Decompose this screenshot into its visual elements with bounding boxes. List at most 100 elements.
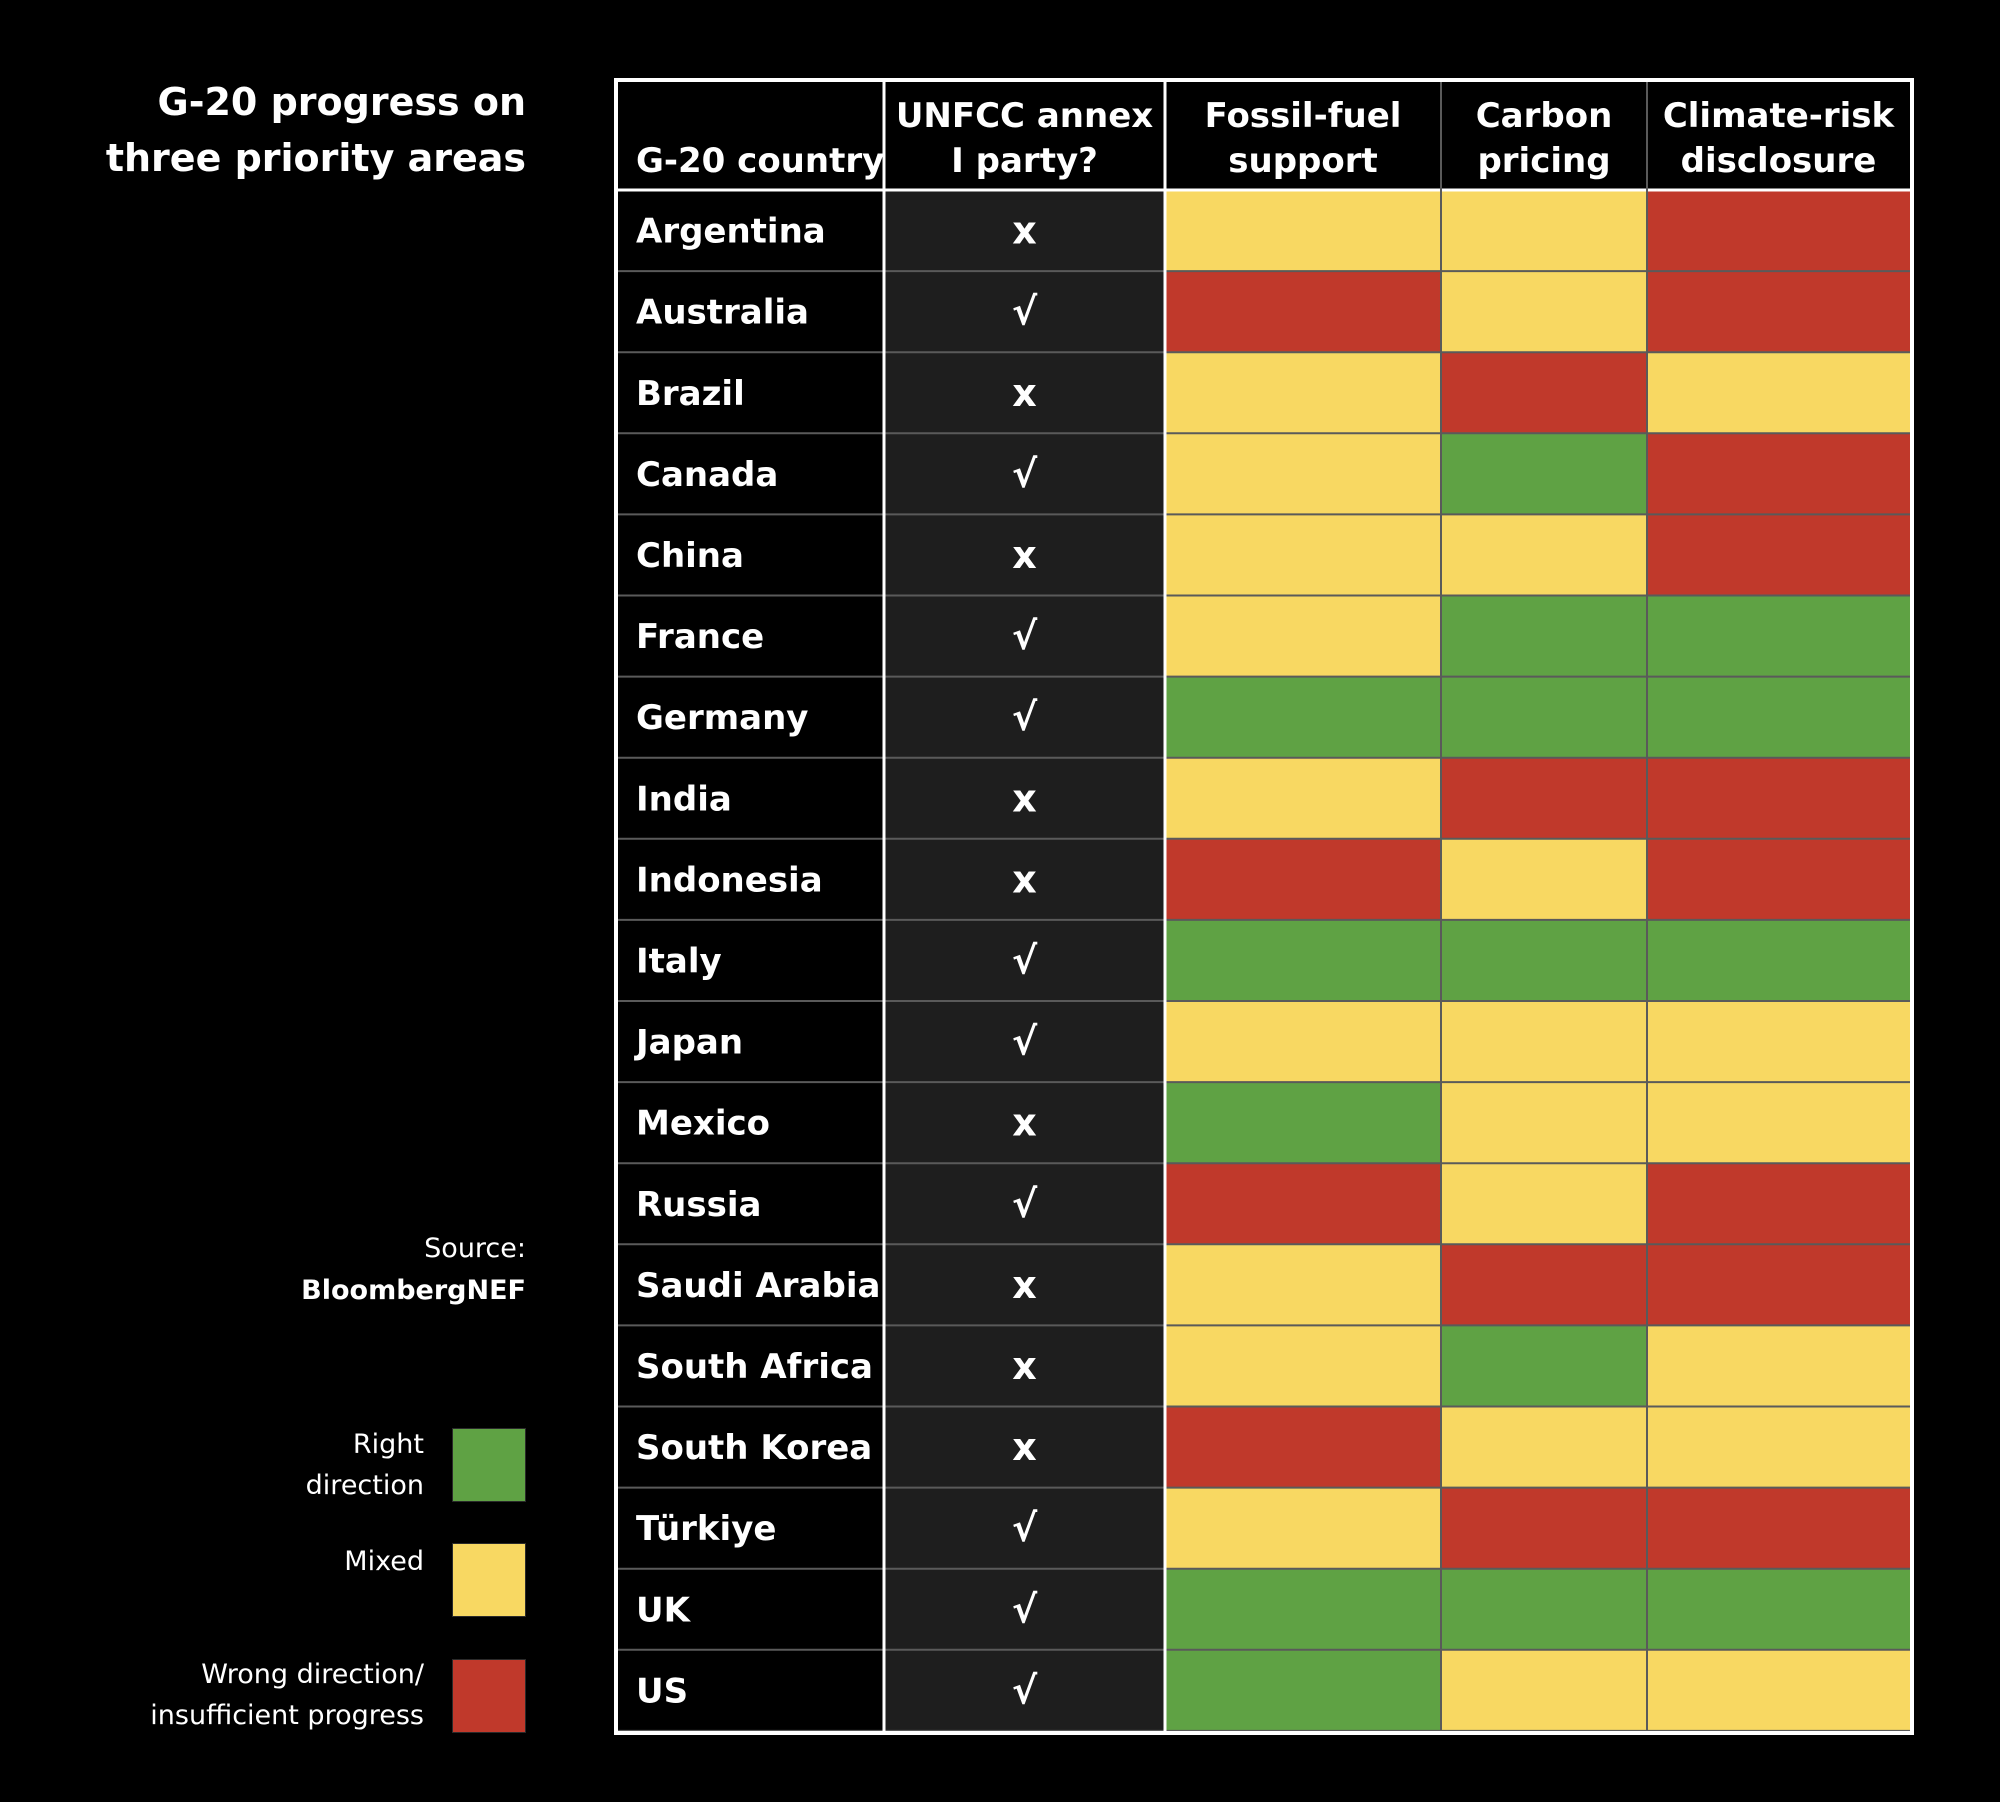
annex-symbol: √ bbox=[1012, 614, 1038, 658]
annex-cell bbox=[884, 838, 1165, 920]
country-name: Germany bbox=[636, 698, 808, 738]
status-cell-fossil bbox=[1165, 1325, 1441, 1407]
column-header: disclosure bbox=[1681, 141, 1877, 181]
legend-swatch-green bbox=[452, 1428, 526, 1502]
status-cell-climate bbox=[1647, 919, 1910, 1001]
status-cell-carbon bbox=[1441, 271, 1647, 353]
country-name: Russia bbox=[636, 1185, 761, 1225]
status-cell-climate bbox=[1647, 271, 1910, 353]
annex-cell bbox=[884, 1244, 1165, 1326]
annex-cell bbox=[884, 1568, 1165, 1650]
annex-cell bbox=[884, 1325, 1165, 1407]
annex-cell bbox=[884, 919, 1165, 1001]
status-cell-fossil bbox=[1165, 1568, 1441, 1650]
country-name: China bbox=[636, 536, 744, 576]
annex-symbol: x bbox=[1012, 857, 1037, 901]
status-cell-carbon bbox=[1441, 1082, 1647, 1164]
country-name: Indonesia bbox=[636, 860, 823, 900]
progress-table-svg: G-20 country UNFCC annex I party? Fossil-fu… bbox=[618, 82, 1910, 1731]
status-cell-carbon bbox=[1441, 190, 1647, 272]
annex-cell bbox=[884, 1163, 1165, 1245]
source-label: Source: bbox=[424, 1233, 526, 1264]
status-cell-carbon bbox=[1441, 919, 1647, 1001]
annex-symbol: √ bbox=[1012, 1506, 1038, 1550]
country-name: France bbox=[636, 617, 764, 657]
country-name: Türkiye bbox=[636, 1509, 776, 1549]
country-name: Australia bbox=[636, 293, 809, 333]
country-name: Brazil bbox=[636, 374, 745, 414]
status-cell-climate bbox=[1647, 1649, 1910, 1731]
status-cell-climate bbox=[1647, 1001, 1910, 1083]
annex-cell bbox=[884, 433, 1165, 515]
country-name: India bbox=[636, 779, 732, 819]
chart-title-line-1: G-20 progress on bbox=[157, 80, 526, 124]
status-cell-carbon bbox=[1441, 1163, 1647, 1245]
country-name: UK bbox=[636, 1590, 692, 1630]
column-header: UNFCC annex bbox=[896, 96, 1153, 136]
status-cell-climate bbox=[1647, 1325, 1910, 1407]
country-name: Canada bbox=[636, 455, 778, 495]
annex-cell bbox=[884, 1649, 1165, 1731]
status-cell-fossil bbox=[1165, 190, 1441, 272]
annex-cell bbox=[884, 757, 1165, 839]
column-header: G-20 country bbox=[636, 141, 884, 181]
country-name: Japan bbox=[634, 1023, 743, 1063]
annex-symbol: √ bbox=[1012, 1182, 1038, 1226]
status-cell-fossil bbox=[1165, 838, 1441, 920]
status-cell-carbon bbox=[1441, 1568, 1647, 1650]
annex-symbol: x bbox=[1012, 1425, 1037, 1469]
annex-symbol: x bbox=[1012, 1263, 1037, 1307]
legend-label: Right direction bbox=[306, 1424, 424, 1506]
annex-symbol: x bbox=[1012, 371, 1037, 415]
status-cell-fossil bbox=[1165, 271, 1441, 353]
column-header: Carbon bbox=[1476, 96, 1613, 136]
status-cell-climate bbox=[1647, 190, 1910, 272]
annex-symbol: √ bbox=[1012, 938, 1038, 982]
annex-cell bbox=[884, 514, 1165, 596]
chart-title-line-2: three priority areas bbox=[105, 136, 526, 180]
source-value: BloombergNEF bbox=[301, 1275, 526, 1306]
annex-symbol: x bbox=[1012, 209, 1037, 253]
legend-label: Mixed bbox=[344, 1541, 424, 1582]
status-cell-carbon bbox=[1441, 838, 1647, 920]
status-cell-climate bbox=[1647, 838, 1910, 920]
legend-label: Wrong direction/ insufficient progress bbox=[150, 1654, 424, 1736]
legend-label-line: Right bbox=[352, 1429, 424, 1460]
status-cell-climate bbox=[1647, 1406, 1910, 1488]
annex-symbol: √ bbox=[1012, 290, 1038, 334]
status-cell-carbon bbox=[1441, 352, 1647, 434]
annex-symbol: x bbox=[1012, 776, 1037, 820]
source-note: Source: BloombergNEF bbox=[301, 1228, 526, 1312]
column-header: Fossil-fuel bbox=[1205, 96, 1402, 136]
annex-cell bbox=[884, 190, 1165, 272]
annex-symbol: √ bbox=[1012, 1020, 1038, 1064]
annex-symbol: √ bbox=[1012, 1668, 1038, 1712]
legend-label-line: insufficient progress bbox=[150, 1700, 424, 1731]
status-cell-fossil bbox=[1165, 1082, 1441, 1164]
status-cell-climate bbox=[1647, 1244, 1910, 1326]
country-name: South Korea bbox=[636, 1428, 872, 1468]
status-cell-carbon bbox=[1441, 1406, 1647, 1488]
status-cell-fossil bbox=[1165, 1001, 1441, 1083]
legend-swatch-yellow bbox=[452, 1543, 526, 1617]
status-cell-climate bbox=[1647, 1487, 1910, 1569]
status-cell-fossil bbox=[1165, 1163, 1441, 1245]
status-cell-fossil bbox=[1165, 1487, 1441, 1569]
annex-symbol: √ bbox=[1012, 1587, 1038, 1631]
status-cell-fossil bbox=[1165, 1406, 1441, 1488]
status-cell-carbon bbox=[1441, 1487, 1647, 1569]
status-cell-fossil bbox=[1165, 919, 1441, 1001]
annex-cell bbox=[884, 1406, 1165, 1488]
column-header: I party? bbox=[951, 141, 1098, 181]
status-cell-carbon bbox=[1441, 757, 1647, 839]
annex-cell bbox=[884, 1082, 1165, 1164]
status-cell-climate bbox=[1647, 1163, 1910, 1245]
status-cell-climate bbox=[1647, 433, 1910, 515]
status-cell-carbon bbox=[1441, 433, 1647, 515]
annex-symbol: x bbox=[1012, 1344, 1037, 1388]
country-name: Italy bbox=[636, 941, 722, 981]
status-cell-fossil bbox=[1165, 676, 1441, 758]
annex-cell bbox=[884, 1001, 1165, 1083]
progress-table: G-20 country UNFCC annex I party? Fossil-fu… bbox=[614, 78, 1914, 1735]
legend-label-line: Mixed bbox=[344, 1546, 424, 1577]
